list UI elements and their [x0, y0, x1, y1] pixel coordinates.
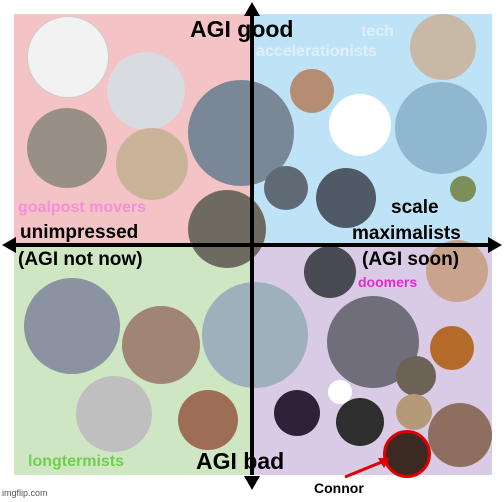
avatar-cartoon-portrait — [395, 82, 487, 174]
doomers-label: doomers — [358, 274, 418, 290]
connor-label: Connor — [314, 480, 364, 496]
avatar-person — [178, 390, 238, 450]
avatar-person — [426, 240, 488, 302]
avatar-person — [76, 376, 152, 452]
axis-left-label-2: (AGI not now) — [18, 249, 143, 270]
avatar-person — [24, 278, 120, 374]
connor-arrow — [344, 459, 385, 479]
avatar-person — [316, 168, 376, 228]
avatar-robot — [116, 128, 188, 200]
avatar-person — [396, 356, 436, 396]
goalpost-label: goalpost movers — [18, 199, 147, 216]
axis-right-label-2: maximalists — [352, 223, 461, 244]
avatar-person — [430, 326, 474, 370]
avatar-pikachu-sketch — [27, 16, 109, 98]
avatar-person — [27, 108, 107, 188]
axis-top-label: AGI good — [190, 16, 294, 42]
axis-left-label-1: unimpressed — [20, 222, 139, 243]
avatar-cartoon-figure — [329, 94, 391, 156]
watermark: imgflip.com — [2, 488, 48, 498]
avatar-person — [304, 246, 356, 298]
avatar-person — [410, 14, 476, 80]
avatar-person-center-bottom — [202, 282, 308, 388]
axis-bottom-label: AGI bad — [196, 448, 285, 474]
tech-label-1: tech — [361, 23, 394, 40]
axis-right-label-1: scale — [391, 197, 439, 218]
arrow-down-icon — [244, 476, 260, 490]
avatar-person — [396, 394, 432, 430]
arrow-icon — [378, 458, 390, 468]
avatar-person — [122, 306, 200, 384]
avatar-cartoon-witch — [274, 390, 320, 436]
tech-label-2: accelerationists — [256, 43, 377, 60]
avatar-person — [264, 166, 308, 210]
axis-right-label-3: (AGI soon) — [362, 249, 460, 270]
avatar-person — [450, 176, 476, 202]
avatar-spiral — [336, 398, 384, 446]
connor-avatar — [383, 430, 431, 478]
arrow-left-icon — [2, 237, 16, 253]
arrow-up-icon — [244, 2, 260, 16]
avatar-person — [428, 403, 492, 467]
avatar-person — [107, 52, 185, 130]
longtermists-label: longtermists — [28, 453, 125, 470]
arrow-right-icon — [488, 237, 502, 253]
avatar-person — [290, 69, 334, 113]
